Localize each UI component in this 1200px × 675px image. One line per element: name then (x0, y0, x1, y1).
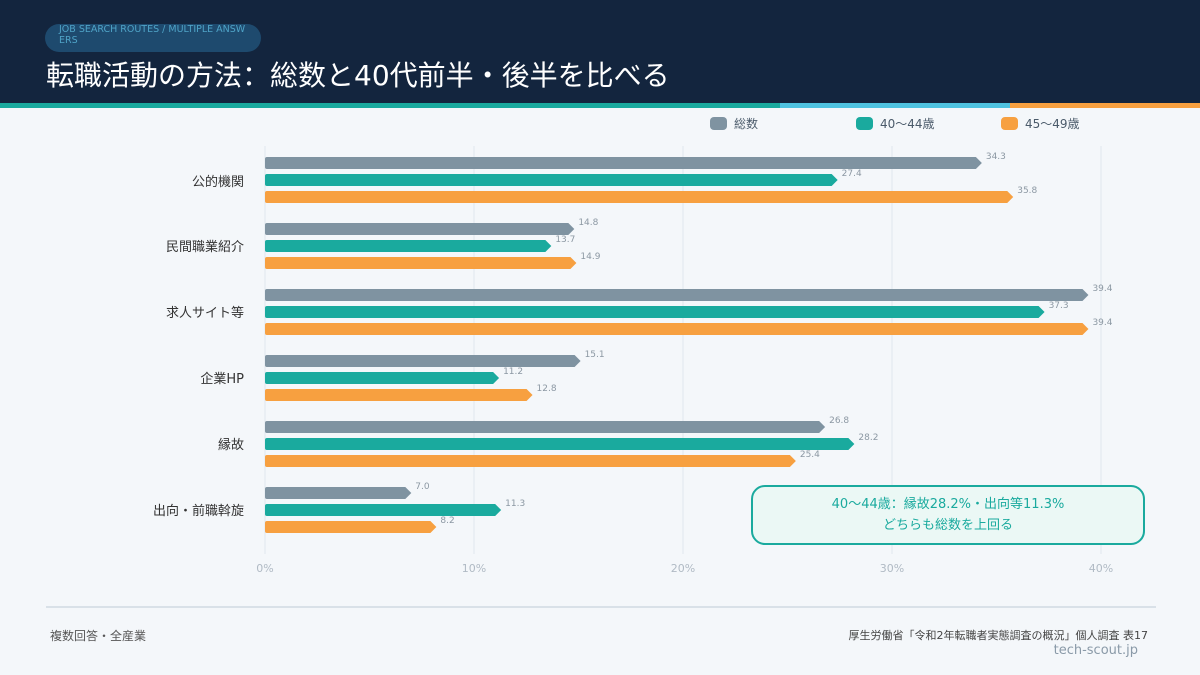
annotation-box: 40～44歳：縁故28.2%・出向等11.3% どちらも総数を上回る (751, 485, 1145, 545)
bar-45-49 (265, 521, 437, 533)
value-label: 34.3 (986, 152, 1006, 162)
accent-bar-orange (1010, 103, 1200, 108)
bar-40-44 (265, 372, 500, 384)
legend-swatch-45-49 (1001, 116, 1018, 130)
category-label: 出向・前職斡旋 (152, 504, 244, 519)
bar-total (265, 421, 826, 433)
category-label: 求人サイト等 (165, 306, 244, 321)
legend-label-40-44: 40～44歳 (880, 116, 935, 131)
footer-note: 複数回答・全産業 (50, 629, 147, 643)
kicker-badge: JOB SEARCH ROUTES / MULTIPLE ANSWERS (45, 24, 261, 52)
value-label: 11.3 (505, 499, 525, 509)
footer-source: 厚生労働省「令和2年転職者実態調査の概況」個人調査 表17 (848, 629, 1149, 642)
header: JOB SEARCH ROUTES / MULTIPLE ANSWERS 転職活… (0, 0, 1200, 103)
bar-total (265, 157, 982, 169)
bar-45-49 (265, 191, 1014, 203)
x-tick-label: 10% (461, 562, 487, 575)
legend-swatch-40-44 (856, 116, 873, 130)
legend-item-40-44: 40～44歳 (856, 114, 935, 132)
value-label: 8.2 (440, 516, 454, 526)
value-label: 25.4 (800, 450, 820, 460)
bar-total (265, 289, 1089, 301)
value-label: 14.9 (580, 252, 600, 262)
value-label: 39.4 (1092, 284, 1112, 294)
category-label: 縁故 (217, 438, 244, 453)
x-tick-label: 20% (670, 562, 696, 575)
legend-label-45-49: 45～49歳 (1025, 116, 1080, 131)
accent-bar-sky (780, 103, 1010, 108)
bar-40-44 (265, 504, 502, 516)
footer-site: tech-scout.jp (1053, 643, 1138, 658)
x-tick-label: 40% (1088, 562, 1114, 575)
bar-45-49 (265, 389, 533, 401)
footer-divider (46, 606, 1156, 608)
bar-40-44 (265, 240, 552, 252)
value-label: 27.4 (842, 169, 862, 179)
value-label: 14.8 (578, 218, 598, 228)
value-label: 28.2 (858, 433, 878, 443)
bar-total (265, 487, 412, 499)
legend-item-total: 総数 (710, 114, 758, 132)
value-label: 13.7 (555, 235, 575, 245)
value-label: 37.3 (1049, 301, 1069, 311)
category-label: 企業HP (200, 372, 244, 387)
bar-total (265, 355, 581, 367)
annotation-line-2: どちらも総数を上回る (882, 518, 1013, 533)
value-label: 26.8 (829, 416, 849, 426)
value-label: 15.1 (585, 350, 605, 360)
bar-40-44 (265, 438, 855, 450)
annotation-line-1: 40～44歳：縁故28.2%・出向等11.3% (831, 497, 1065, 512)
bar-45-49 (265, 323, 1089, 335)
x-tick-label: 0% (256, 562, 274, 575)
accent-bar-teal (0, 103, 780, 108)
x-tick-label: 30% (879, 562, 905, 575)
category-label: 公的機関 (191, 175, 244, 190)
legend-item-45-49: 45～49歳 (1001, 114, 1080, 132)
category-label: 民間職業紹介 (165, 240, 244, 255)
legend-label-total: 総数 (734, 116, 759, 131)
bar-total (265, 223, 575, 235)
bar-40-44 (265, 174, 838, 186)
value-label: 39.4 (1092, 318, 1112, 328)
legend-swatch-total (710, 116, 727, 130)
value-label: 7.0 (415, 482, 430, 492)
value-label: 12.8 (537, 384, 557, 394)
page-title: 転職活動の方法：総数と40代前半・後半を比べる (46, 59, 670, 92)
bar-40-44 (265, 306, 1045, 318)
bar-45-49 (265, 257, 577, 269)
value-label: 35.8 (1017, 186, 1037, 196)
value-label: 11.2 (503, 367, 523, 377)
bar-45-49 (265, 455, 796, 467)
